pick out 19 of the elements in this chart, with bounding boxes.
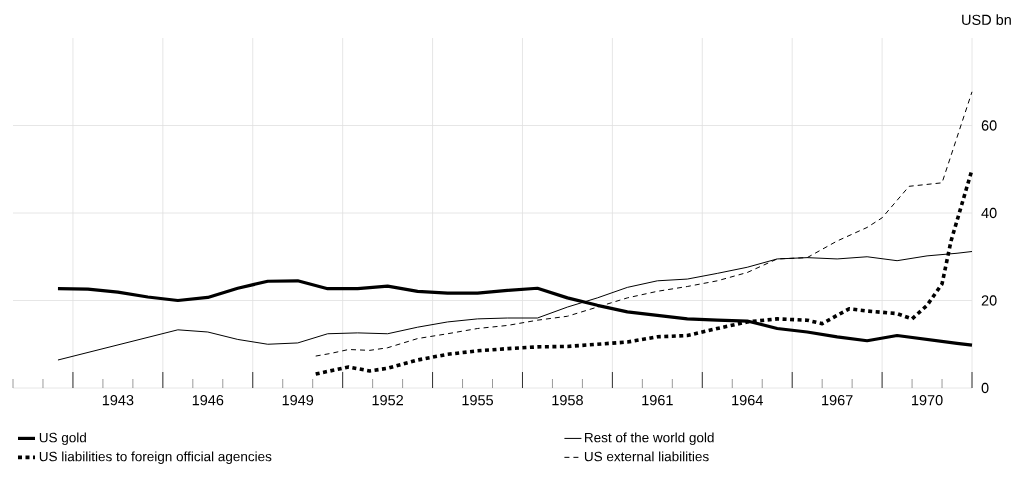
x-tick-label: 1958 [552, 395, 583, 406]
x-tick-label: 1967 [822, 395, 853, 406]
y-tick-label: 40 [981, 207, 997, 219]
x-tick-label: 1961 [642, 395, 673, 406]
x-tick-label: 1955 [462, 395, 494, 406]
legend-label: US liabilities to foreign official agencies [39, 451, 272, 464]
legend-label: US external liabilities [584, 451, 709, 462]
x-tick-label: 1943 [102, 395, 134, 406]
x-tick-label: 1970 [912, 395, 943, 406]
x-tick-label: 1949 [282, 395, 314, 406]
y-axis-title: USD bn [962, 14, 1011, 25]
x-tick-label: 1946 [192, 395, 224, 406]
x-tick-label: 1964 [732, 395, 763, 406]
y-tick-label: 20 [981, 295, 997, 306]
y-tick-label: 0 [981, 382, 989, 394]
legend-label: US gold [39, 432, 86, 446]
y-tick-label: 60 [981, 120, 997, 131]
legend-label: Rest of the world gold [585, 432, 714, 446]
x-tick-label: 1952 [372, 395, 403, 406]
